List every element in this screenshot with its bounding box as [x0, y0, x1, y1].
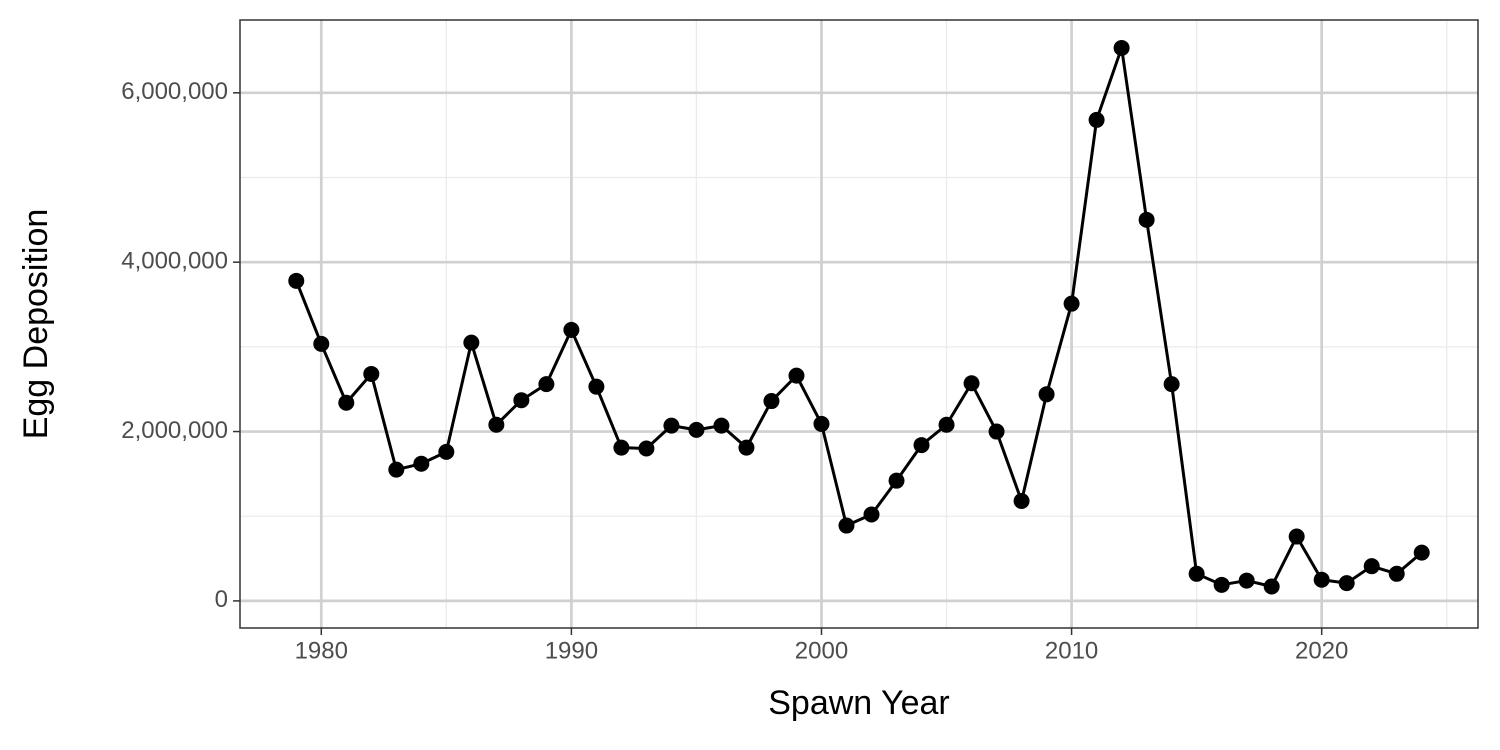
- data-point: [963, 375, 980, 392]
- data-point: [888, 472, 905, 489]
- data-point: [913, 437, 930, 454]
- data-point: [563, 321, 580, 338]
- data-point: [413, 455, 430, 472]
- data-point: [313, 335, 330, 352]
- data-point: [1388, 565, 1405, 582]
- data-point: [1138, 211, 1155, 228]
- data-point: [1063, 295, 1080, 312]
- data-point: [838, 517, 855, 534]
- data-point: [738, 439, 755, 456]
- y-axis-title: Egg Deposition: [17, 209, 55, 440]
- data-point: [538, 376, 555, 393]
- data-point: [388, 461, 405, 478]
- data-point: [613, 439, 630, 456]
- y-tick-label: 0: [215, 586, 228, 613]
- data-point: [1163, 376, 1180, 393]
- data-point: [1313, 571, 1330, 588]
- data-point: [438, 443, 455, 460]
- data-point: [463, 334, 480, 351]
- plot-border: [239, 19, 1479, 629]
- data-point: [1263, 578, 1280, 595]
- data-point: [638, 440, 655, 457]
- data-point: [1288, 528, 1305, 545]
- data-point: [863, 506, 880, 523]
- data-point: [1188, 565, 1205, 582]
- data-point: [1238, 572, 1255, 589]
- data-point: [488, 416, 505, 433]
- x-tick-label: 2000: [795, 637, 848, 664]
- data-point: [588, 378, 605, 395]
- data-point: [363, 365, 380, 382]
- data-point: [1013, 492, 1030, 509]
- x-tick-label: 2010: [1045, 637, 1098, 664]
- y-tick-label: 4,000,000: [121, 248, 228, 275]
- x-tick-label: 1980: [295, 637, 348, 664]
- data-point: [788, 367, 805, 384]
- data-point: [663, 417, 680, 434]
- x-axis-title: Spawn Year: [768, 684, 950, 722]
- x-tick-label: 2020: [1295, 637, 1348, 664]
- data-point: [513, 392, 530, 409]
- x-tick-label: 1990: [545, 637, 598, 664]
- data-line: [294, 46, 1423, 589]
- data-point: [1038, 386, 1055, 403]
- data-point: [1338, 575, 1355, 592]
- data-point: [1213, 576, 1230, 593]
- data-point: [1113, 39, 1130, 56]
- data-point: [713, 417, 730, 434]
- data-point: [938, 416, 955, 433]
- y-tick-label: 2,000,000: [121, 417, 228, 444]
- data-point: [288, 272, 305, 289]
- data-point: [1413, 544, 1430, 561]
- data-point: [763, 393, 780, 410]
- data-point: [813, 415, 830, 432]
- y-tick-label: 6,000,000: [121, 78, 228, 105]
- data-point: [988, 423, 1005, 440]
- data-point: [1088, 111, 1105, 128]
- data-point: [1363, 558, 1380, 575]
- data-point: [338, 394, 355, 411]
- data-point: [688, 421, 705, 438]
